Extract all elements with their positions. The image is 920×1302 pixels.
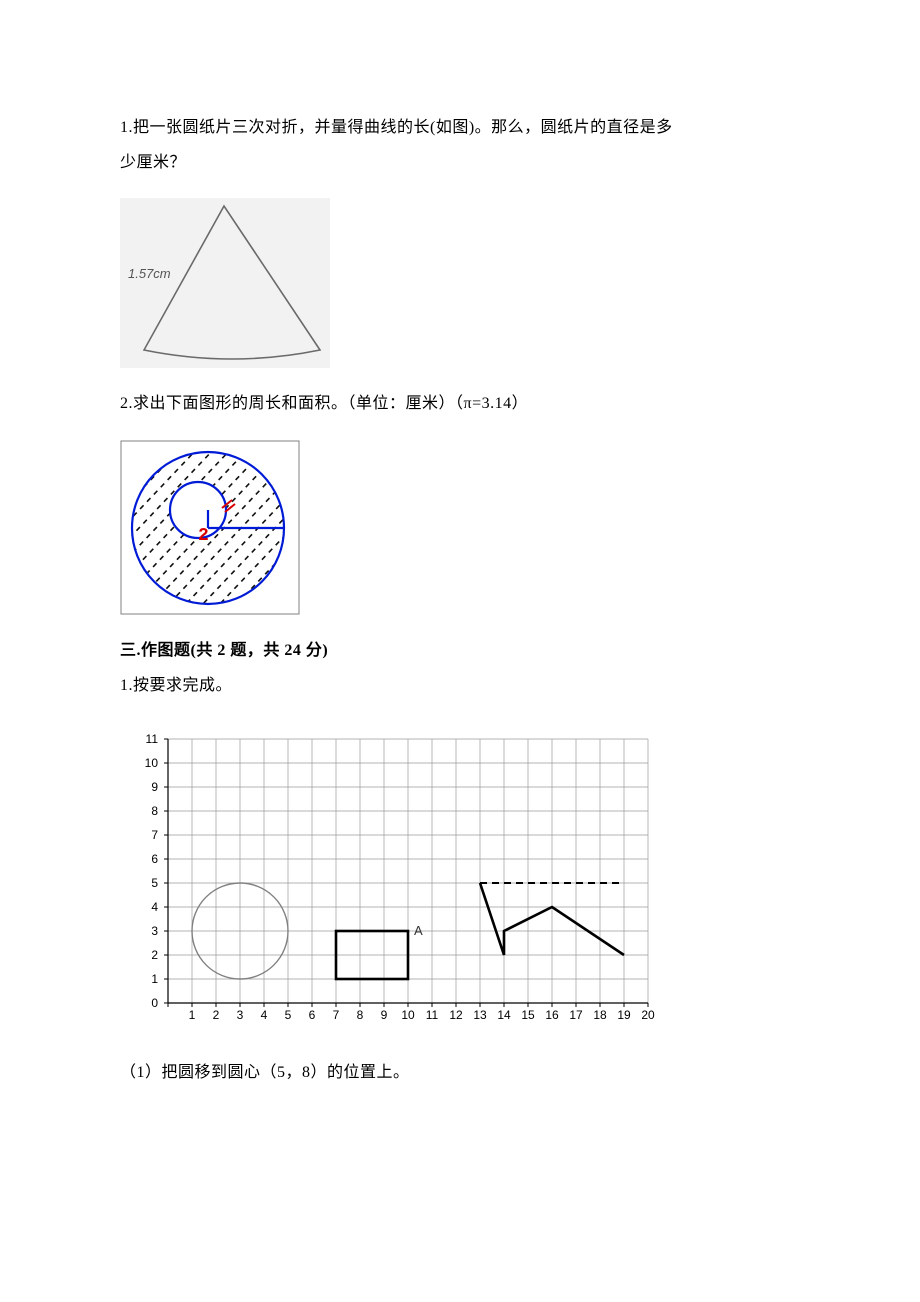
svg-text:9: 9 — [151, 780, 158, 794]
svg-text:17: 17 — [569, 1008, 583, 1022]
svg-text:2: 2 — [151, 948, 158, 962]
svg-text:11: 11 — [146, 732, 159, 746]
svg-text:7: 7 — [151, 828, 158, 842]
q1-line2: 少厘米？ — [120, 145, 800, 180]
q1-line1: 1.把一张圆纸片三次对折，并量得曲线的长(如图)。那么，圆纸片的直径是多 — [120, 110, 800, 145]
svg-text:18: 18 — [593, 1008, 607, 1022]
svg-text:19: 19 — [617, 1008, 631, 1022]
svg-text:9: 9 — [381, 1008, 388, 1022]
q2-text: 2.求出下面图形的周长和面积。（单位：厘米）（π=3.14） — [120, 386, 800, 421]
svg-text:1: 1 — [189, 1008, 196, 1022]
svg-text:3: 3 — [237, 1008, 244, 1022]
svg-text:8: 8 — [357, 1008, 364, 1022]
svg-text:6: 6 — [309, 1008, 316, 1022]
svg-text:8: 8 — [151, 804, 158, 818]
svg-text:6: 6 — [151, 852, 158, 866]
annulus-diagram: 2 — [120, 440, 300, 615]
grid-figure: 1234567891011121314151617181920012345678… — [120, 731, 800, 1031]
coordinate-grid: 1234567891011121314151617181920012345678… — [120, 731, 680, 1031]
svg-text:13: 13 — [473, 1008, 487, 1022]
svg-text:4: 4 — [151, 900, 158, 914]
svg-text:12: 12 — [449, 1008, 463, 1022]
page: 1.把一张圆纸片三次对折，并量得曲线的长(如图)。那么，圆纸片的直径是多 少厘米… — [0, 0, 920, 1302]
svg-text:15: 15 — [521, 1008, 535, 1022]
svg-text:10: 10 — [145, 756, 159, 770]
section3-q1: 1.按要求完成。 — [120, 668, 800, 703]
svg-text:0: 0 — [151, 996, 158, 1010]
sector-diagram: 1.57cm — [120, 198, 330, 368]
svg-text:11: 11 — [426, 1008, 439, 1022]
q2-figure: 2 — [120, 440, 800, 615]
svg-text:20: 20 — [641, 1008, 655, 1022]
section3-sub1: （1）把圆移到圆心（5，8）的位置上。 — [120, 1055, 800, 1090]
svg-text:2: 2 — [198, 526, 209, 546]
svg-text:5: 5 — [151, 876, 158, 890]
svg-text:3: 3 — [151, 924, 158, 938]
svg-text:4: 4 — [261, 1008, 268, 1022]
svg-text:2: 2 — [213, 1008, 220, 1022]
svg-text:16: 16 — [545, 1008, 559, 1022]
svg-text:5: 5 — [285, 1008, 292, 1022]
svg-text:A: A — [414, 923, 423, 938]
section3-heading: 三.作图题(共 2 题，共 24 分) — [120, 633, 800, 668]
svg-text:14: 14 — [497, 1008, 511, 1022]
svg-text:1: 1 — [151, 972, 158, 986]
svg-text:7: 7 — [333, 1008, 340, 1022]
q1-figure: 1.57cm — [120, 198, 800, 368]
svg-text:10: 10 — [401, 1008, 415, 1022]
svg-text:1.57cm: 1.57cm — [128, 266, 171, 281]
